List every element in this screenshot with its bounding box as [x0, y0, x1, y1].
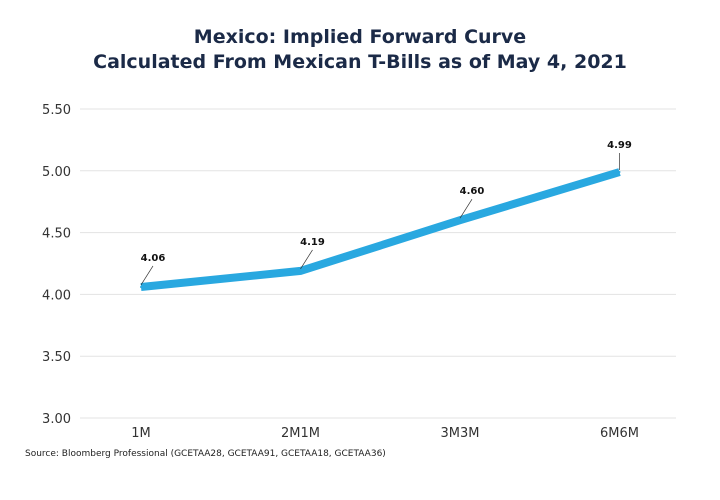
- series-line: [140, 168, 621, 291]
- y-tick-label: 4.50: [42, 227, 71, 242]
- y-tick-label: 5.00: [42, 165, 71, 180]
- data-label-leader: [140, 265, 154, 286]
- data-point: [299, 269, 302, 272]
- x-tick-label: 6M6M: [600, 426, 639, 441]
- data-label-leader: [459, 199, 473, 219]
- x-tick-label: 1M: [131, 426, 151, 441]
- x-tick-label: 2M1M: [281, 426, 320, 441]
- chart-title: Mexico: Implied Forward Curve: [193, 26, 527, 48]
- source-note: Source: Bloomberg Professional (GCETAA28…: [25, 449, 386, 459]
- y-tick-label: 5.50: [42, 103, 71, 118]
- data-label: 4.99: [607, 140, 632, 151]
- data-label: 4.60: [460, 186, 485, 197]
- y-tick-label: 4.00: [42, 288, 71, 303]
- data-point: [618, 171, 621, 174]
- data-point: [140, 285, 142, 288]
- data-label: 4.19: [300, 237, 325, 248]
- data-label: 4.06: [141, 253, 166, 264]
- y-tick-label: 3.50: [42, 350, 71, 365]
- x-tick-label: 3M3M: [441, 426, 480, 441]
- data-point: [459, 219, 461, 222]
- chart-subtitle: Calculated From Mexican T-Bills as of Ma…: [93, 51, 627, 73]
- data-label-leader: [300, 249, 313, 270]
- y-tick-label: 3.00: [42, 412, 71, 427]
